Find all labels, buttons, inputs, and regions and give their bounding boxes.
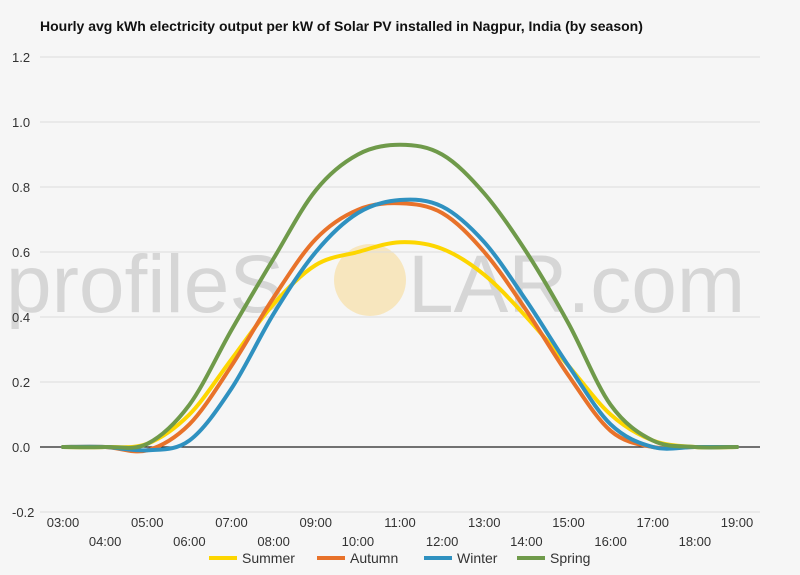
x-tick-label: 04:00 — [89, 534, 122, 549]
x-tick-label: 12:00 — [426, 534, 459, 549]
x-tick-label: 17:00 — [636, 515, 669, 530]
series-lines — [61, 142, 739, 454]
legend-label: Winter — [457, 550, 498, 566]
legend-item-winter: Winter — [424, 550, 498, 566]
legend-item-summer: Summer — [209, 550, 295, 566]
y-tick-label: -0.2 — [12, 505, 34, 520]
y-tick-label: 0.8 — [12, 180, 30, 195]
series-line-autumn — [61, 201, 739, 454]
gridlines — [40, 56, 760, 513]
watermark-text-left: profileS — [6, 239, 284, 330]
chart-title: Hourly avg kWh electricity output per kW… — [40, 18, 643, 34]
x-tick-label: 03:00 — [47, 515, 80, 530]
x-tick-label: 07:00 — [215, 515, 248, 530]
series-line-spring — [61, 142, 739, 450]
y-tick-label: 0.6 — [12, 245, 30, 260]
y-tick-label: 0.4 — [12, 310, 30, 325]
x-tick-label: 14:00 — [510, 534, 543, 549]
legend-item-spring: Spring — [517, 550, 590, 566]
watermark-sun-logo — [334, 244, 406, 316]
x-tick-label: 15:00 — [552, 515, 585, 530]
series-line-summer — [61, 240, 739, 450]
y-axis: 1.2 1.0 0.8 0.6 0.4 0.2 0.0 -0.2 — [12, 50, 34, 520]
x-tick-label: 10:00 — [342, 534, 375, 549]
x-tick-label: 09:00 — [299, 515, 332, 530]
x-tick-label: 19:00 — [721, 515, 754, 530]
y-tick-label: 0.2 — [12, 375, 30, 390]
legend-label: Summer — [242, 550, 295, 566]
x-tick-label: 06:00 — [173, 534, 206, 549]
x-tick-label: 11:00 — [384, 515, 416, 530]
legend: Summer Autumn Winter Spring — [209, 550, 590, 566]
y-tick-label: 1.0 — [12, 115, 30, 130]
x-tick-label: 18:00 — [679, 534, 712, 549]
y-tick-label: 0.0 — [12, 440, 30, 455]
x-axis: 03:00 04:00 05:00 06:00 07:00 08:00 09:00 10:00… — [47, 515, 754, 549]
x-tick-label: 16:00 — [594, 534, 627, 549]
series-line-winter — [61, 197, 739, 453]
legend-label: Autumn — [350, 550, 398, 566]
x-tick-label: 05:00 — [131, 515, 164, 530]
y-tick-label: 1.2 — [12, 50, 30, 65]
watermark: profileS LAR.com — [6, 239, 745, 330]
legend-label: Spring — [550, 550, 590, 566]
legend-item-autumn: Autumn — [317, 550, 398, 566]
x-tick-label: 13:00 — [468, 515, 501, 530]
x-tick-label: 08:00 — [257, 534, 290, 549]
watermark-text-right: LAR.com — [408, 239, 745, 330]
